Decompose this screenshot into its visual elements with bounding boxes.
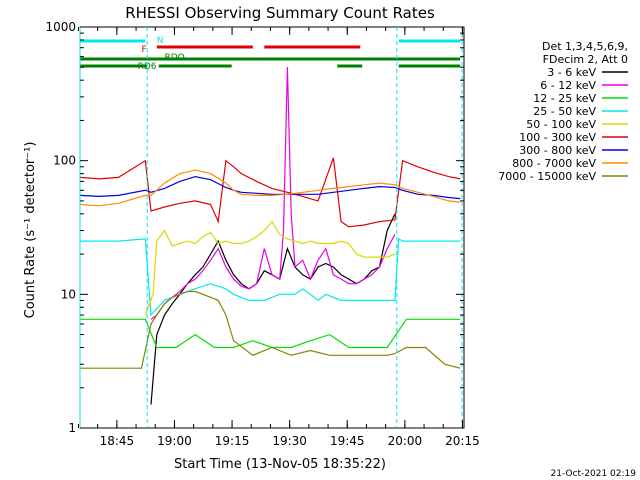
y-axis-label: Count Rate (s⁻¹ detector⁻¹) (23, 142, 38, 319)
legend-entry-label: 3 - 6 keV (547, 66, 596, 79)
legend-entry-label: 300 - 800 keV (519, 144, 596, 157)
x-tick-label: 19:15 (215, 434, 250, 448)
state-bar-label: RDO (164, 53, 184, 63)
legend-entry-label: 12 - 25 keV (533, 92, 596, 105)
x-tick-label: 19:45 (330, 434, 365, 448)
state-bar-label: F (141, 45, 146, 55)
state-bar-label: RD6 (138, 62, 157, 72)
y-tick-label: 1000 (45, 20, 76, 34)
x-tick-label: 20:00 (388, 434, 423, 448)
legend-entry-label: 25 - 50 keV (533, 105, 596, 118)
series-line-7 (79, 169, 461, 207)
x-axis-label: Start Time (13-Nov-05 18:35:22) (174, 457, 386, 472)
series-line-4 (144, 220, 396, 316)
series-line-1 (150, 67, 396, 320)
chart-title: RHESSI Observing Summary Count Rates (125, 4, 435, 22)
legend-entry-label: 6 - 12 keV (540, 79, 596, 92)
legend-entry-label: 800 - 7000 keV (512, 157, 596, 170)
x-tick-label: 19:00 (157, 434, 192, 448)
series-line-8 (80, 290, 461, 369)
y-tick-label: 10 (61, 287, 76, 301)
x-tick-label: 18:45 (100, 434, 135, 448)
x-tick-label: 19:30 (272, 434, 307, 448)
series-line-2 (80, 318, 461, 349)
legend-entry-label: 50 - 100 keV (526, 118, 596, 131)
legend-entry-label: 7000 - 15000 keV (498, 170, 596, 183)
series-line-5 (79, 157, 461, 228)
legend-header: FDecim 2, Att 0 (543, 53, 628, 66)
legend-header: Det 1,3,4,5,6,9, (542, 40, 628, 53)
y-tick-label: 1 (68, 421, 76, 435)
series-line-3 (80, 237, 461, 317)
state-bar-label: N (157, 36, 164, 46)
legend-entry-label: 100 - 300 keV (519, 131, 596, 144)
series-line-0 (150, 213, 396, 405)
x-tick-label: 20:15 (445, 434, 480, 448)
footer-timestamp: 21-Oct-2021 02:19 (551, 469, 637, 479)
y-tick-label: 100 (53, 154, 76, 168)
